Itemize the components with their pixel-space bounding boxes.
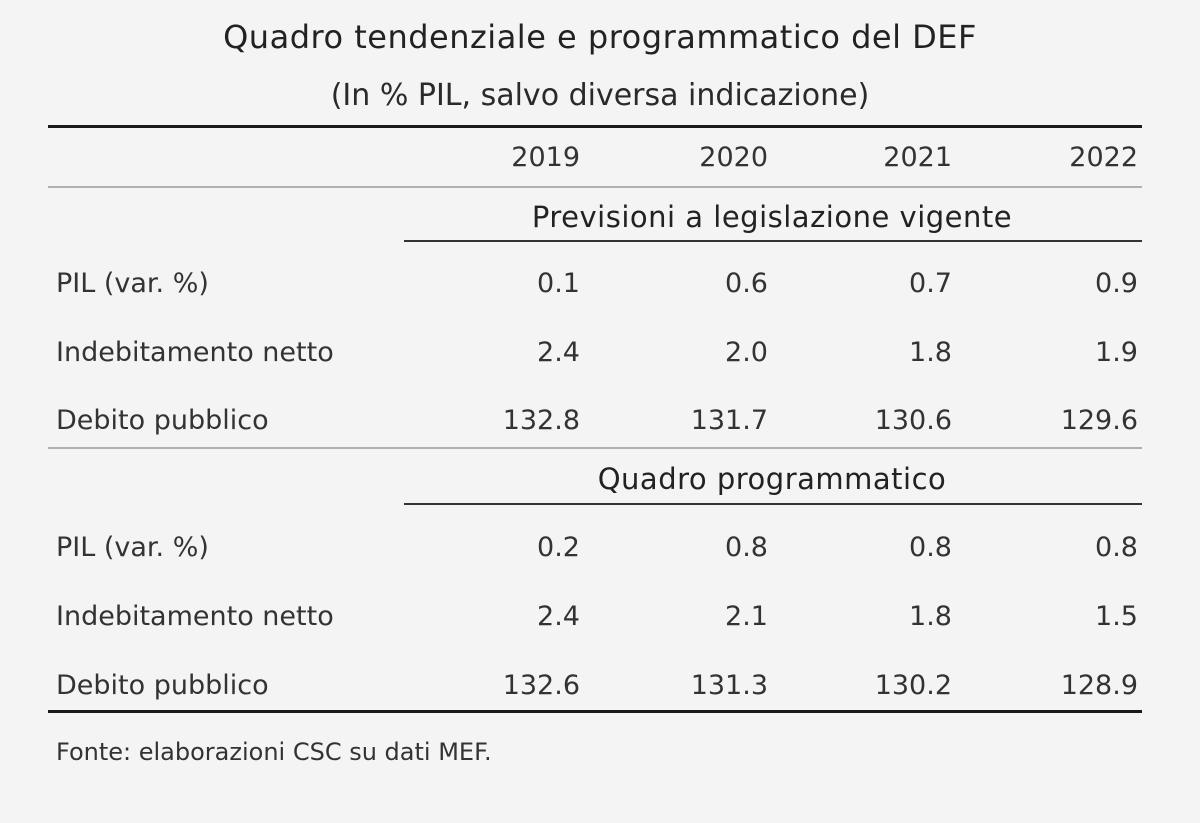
row-label: Indebitamento netto	[56, 601, 334, 632]
table-cell: 1.5	[1095, 601, 1138, 632]
table-cell: 129.6	[1060, 405, 1138, 436]
table-row: PIL (var. %) 0.1 0.6 0.7 0.9	[56, 268, 1138, 312]
table-cell: 130.6	[874, 405, 952, 436]
table-cell: 1.8	[909, 601, 952, 632]
table-cell: 131.3	[690, 670, 768, 701]
table-cell: 128.9	[1060, 670, 1138, 701]
table-cell: 0.6	[725, 268, 768, 299]
table-cell: 132.8	[502, 405, 580, 436]
table-cell: 131.7	[690, 405, 768, 436]
table-cell: 132.6	[502, 670, 580, 701]
table-subtitle: (In % PIL, salvo diversa indicazione)	[330, 78, 870, 113]
table-cell: 1.9	[1095, 337, 1138, 368]
row-label: PIL (var. %)	[56, 268, 209, 299]
row-label: Indebitamento netto	[56, 337, 334, 368]
table-title: Quadro tendenziale e programmatico del D…	[223, 18, 977, 56]
header-row: 2019 2020 2021 2022	[56, 142, 1138, 186]
section-divider	[48, 447, 1142, 449]
table-cell: 0.1	[537, 268, 580, 299]
section-underline	[404, 240, 1142, 242]
table-row: Debito pubblico 132.8 131.7 130.6 129.6	[56, 405, 1138, 449]
table-cell: 2.4	[537, 601, 580, 632]
table-cell: 0.8	[1095, 532, 1138, 563]
table-row: Debito pubblico 132.6 131.3 130.2 128.9	[56, 670, 1138, 714]
table-row: Indebitamento netto 2.4 2.0 1.8 1.9	[56, 337, 1138, 381]
table-cell: 2.4	[537, 337, 580, 368]
table-cell: 0.8	[909, 532, 952, 563]
header-divider	[48, 186, 1142, 188]
column-header: 2022	[1069, 142, 1138, 173]
column-header: 2020	[699, 142, 768, 173]
top-rule	[48, 125, 1142, 128]
table-cell: 130.2	[874, 670, 952, 701]
row-label: Debito pubblico	[56, 670, 269, 701]
section-title: Quadro programmatico	[597, 462, 947, 496]
table-cell: 0.8	[725, 532, 768, 563]
section-underline	[404, 503, 1142, 505]
table-row: PIL (var. %) 0.2 0.8 0.8 0.8	[56, 532, 1138, 576]
table-cell: 2.0	[725, 337, 768, 368]
table-cell: 0.9	[1095, 268, 1138, 299]
column-header: 2019	[511, 142, 580, 173]
row-label: Debito pubblico	[56, 405, 269, 436]
table-cell: 2.1	[725, 601, 768, 632]
table-row: Indebitamento netto 2.4 2.1 1.8 1.5	[56, 601, 1138, 645]
bottom-rule	[48, 710, 1142, 713]
table-cell: 0.7	[909, 268, 952, 299]
row-label: PIL (var. %)	[56, 532, 209, 563]
section-title: Previsioni a legislazione vigente	[531, 200, 1013, 234]
source-note: Fonte: elaborazioni CSC su dati MEF.	[56, 738, 492, 766]
table-cell: 0.2	[537, 532, 580, 563]
column-header: 2021	[883, 142, 952, 173]
table-cell: 1.8	[909, 337, 952, 368]
